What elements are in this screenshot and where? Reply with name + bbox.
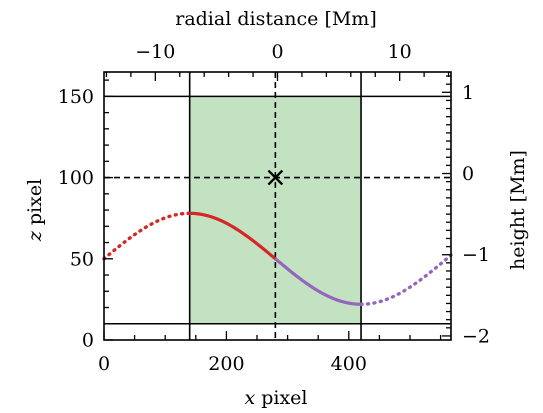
top-axis-label: radial distance [Mm] (175, 8, 377, 30)
center-marker (267, 169, 284, 186)
right-tick-label-3: −2 (462, 325, 490, 347)
x-tick-label-0: 0 (98, 353, 110, 375)
y-axis-label-var: z (24, 230, 46, 242)
y-tick-label-3: 150 (58, 86, 94, 108)
x-axis-label: x pixel (244, 387, 307, 409)
top-tick-label-2: 10 (388, 41, 412, 63)
plot-layer (102, 72, 453, 340)
top-tick-label-1: 0 (271, 41, 283, 63)
shaded-region (189, 96, 362, 324)
y-axis-label: z pixel (24, 179, 46, 242)
y-axis-label-text: pixel (24, 179, 46, 231)
y-tick-label-0: 0 (82, 330, 94, 352)
y-tick-label-2: 100 (58, 167, 94, 189)
right-tick-label-1: 0 (462, 163, 474, 185)
x-tick-label-1: 200 (208, 353, 244, 375)
x-axis-label-var: x (244, 387, 255, 409)
series-line-0 (102, 211, 192, 261)
series-line-3 (359, 253, 453, 306)
right-tick-label-0: 1 (462, 82, 474, 104)
series-line-1 (189, 211, 277, 261)
x-tick-label-2: 400 (331, 353, 367, 375)
y-tick-label-1: 50 (70, 248, 94, 270)
top-tick-label-0: −10 (135, 41, 175, 63)
right-tick-label-2: −1 (462, 244, 490, 266)
x-axis-label-text: pixel (255, 387, 307, 409)
right-axis-label: height [Mm] (507, 150, 529, 270)
series-line-2 (274, 257, 362, 306)
